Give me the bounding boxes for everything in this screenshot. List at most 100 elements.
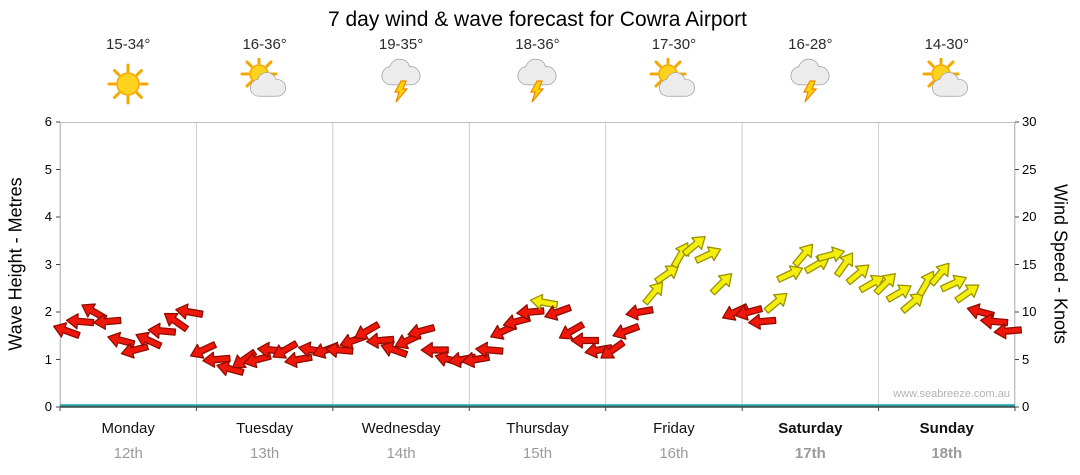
wind-arrow xyxy=(65,313,95,330)
wind-axis-tick-30: 30 xyxy=(1022,114,1037,129)
wind-arrow xyxy=(681,235,706,257)
sun-ray xyxy=(245,80,253,88)
cloud-shape xyxy=(524,73,550,85)
wind-arrow xyxy=(763,292,788,314)
wind-axis-tick-20: 20 xyxy=(1022,209,1037,224)
page-title: 7 day wind & wave forecast for Cowra Air… xyxy=(327,8,747,31)
forecast-day-column-saturday: 16-28° xyxy=(742,36,878,108)
wave-axis-tick-3: 3 xyxy=(44,256,52,272)
wind-arrow xyxy=(885,284,912,303)
wind-arrow xyxy=(202,351,231,368)
forecast-chart xyxy=(52,121,1023,411)
wind-axis-tick-0: 0 xyxy=(1022,399,1030,414)
wind-arrow xyxy=(272,340,299,359)
wind-arrow xyxy=(709,272,733,296)
weather-icon-partly-cloudy xyxy=(649,58,695,97)
cloud-shape xyxy=(256,85,280,96)
wind-arrow xyxy=(734,304,763,321)
temperature-range: 16-28° xyxy=(788,36,833,53)
wind-arrow xyxy=(163,312,190,333)
sun-ray xyxy=(654,80,662,88)
weather-icon-storm xyxy=(790,58,830,103)
wind-arrow xyxy=(354,321,381,340)
wind-arrow xyxy=(776,265,804,283)
wind-arrow xyxy=(216,360,245,377)
wind-arrow xyxy=(52,322,81,339)
sun-ray xyxy=(135,69,144,77)
date-label-16th: 16th xyxy=(659,445,689,462)
sun-disc xyxy=(116,72,140,96)
date-label-12th: 12th xyxy=(113,445,143,462)
wind-arrow xyxy=(694,246,722,264)
temperature-range: 16-36° xyxy=(242,36,287,53)
wind-axis-tick-25: 25 xyxy=(1022,161,1037,177)
cloud-shape xyxy=(388,73,414,85)
weather-icon-sunny xyxy=(107,63,149,105)
plot-frame xyxy=(60,122,1015,407)
date-label-17th: 17th xyxy=(794,445,826,462)
date-label-14th: 14th xyxy=(386,445,416,462)
wind-arrow xyxy=(816,246,845,263)
wind-arrow xyxy=(845,264,870,286)
wind-arrow xyxy=(175,303,204,320)
wave-axis-tick-2: 2 xyxy=(44,304,52,319)
temperature-range: 19-35° xyxy=(378,36,424,53)
wave-axis-tick-4: 4 xyxy=(44,209,52,224)
cloud-shape xyxy=(665,85,689,96)
lightning-bolt xyxy=(530,80,545,103)
lightning-bolt xyxy=(394,80,409,103)
forecast-day-column-thursday: 18-36° xyxy=(469,36,605,108)
date-label-15th: 15th xyxy=(522,445,553,462)
wind-arrow xyxy=(979,313,1009,330)
wind-arrow xyxy=(420,341,449,359)
wind-arrow xyxy=(900,292,925,314)
sun-ray xyxy=(927,80,935,88)
sun-ray xyxy=(264,60,273,68)
wind-arrow xyxy=(232,348,258,369)
sun-ray xyxy=(947,60,955,68)
wind-arrow xyxy=(147,322,177,339)
wind-axis-tick-15: 15 xyxy=(1022,256,1037,272)
wind-arrow xyxy=(529,293,559,311)
wind-arrow xyxy=(873,272,896,296)
wind-axis-tick-10: 10 xyxy=(1022,304,1037,319)
wind-arrow xyxy=(625,304,654,321)
sun-ray xyxy=(674,60,682,68)
weather-icon-storm xyxy=(518,58,557,103)
wind-arrow xyxy=(600,339,626,359)
temperature-range: 14-30° xyxy=(924,36,969,53)
wind-arrow xyxy=(475,341,504,358)
wind-arrow xyxy=(928,262,950,287)
wind-arrow xyxy=(833,252,854,278)
day-label-thursday: Thursday xyxy=(506,420,569,437)
forecast-day-column-tuesday: 16-36° xyxy=(196,36,332,108)
wind-arrow xyxy=(93,313,122,330)
wave-axis-tick-5: 5 xyxy=(44,161,52,177)
wind-arrow xyxy=(954,284,980,304)
wind-arrow xyxy=(748,313,777,330)
sun-ray xyxy=(245,60,253,68)
sun-ray xyxy=(654,60,662,68)
wind-arrow xyxy=(189,341,217,359)
temperature-range: 18-36° xyxy=(515,36,560,53)
wind-arrow xyxy=(670,242,690,269)
wind-arrow xyxy=(642,281,664,306)
temperature-range: 17-30° xyxy=(651,36,697,53)
weather-icon-partly-cloudy xyxy=(922,58,968,97)
wind-arrow xyxy=(570,332,599,349)
watermark-text: www.seabreeze.com.au xyxy=(893,388,1010,400)
forecast-chart-plot xyxy=(52,121,1023,411)
wind-arrow xyxy=(858,274,885,294)
wind-arrow xyxy=(407,323,436,340)
cloud-shape xyxy=(938,85,962,96)
wave-axis-tick-6: 6 xyxy=(44,114,52,129)
wind-arrow xyxy=(544,304,572,321)
wind-arrow xyxy=(366,332,395,349)
wave-axis-tick-1: 1 xyxy=(44,351,52,367)
day-label-tuesday: Tuesday xyxy=(236,420,294,437)
wind-arrow xyxy=(654,265,680,285)
sun-ray xyxy=(113,91,121,99)
day-label-sunday: Sunday xyxy=(919,420,974,437)
wind-arrow xyxy=(135,331,163,350)
